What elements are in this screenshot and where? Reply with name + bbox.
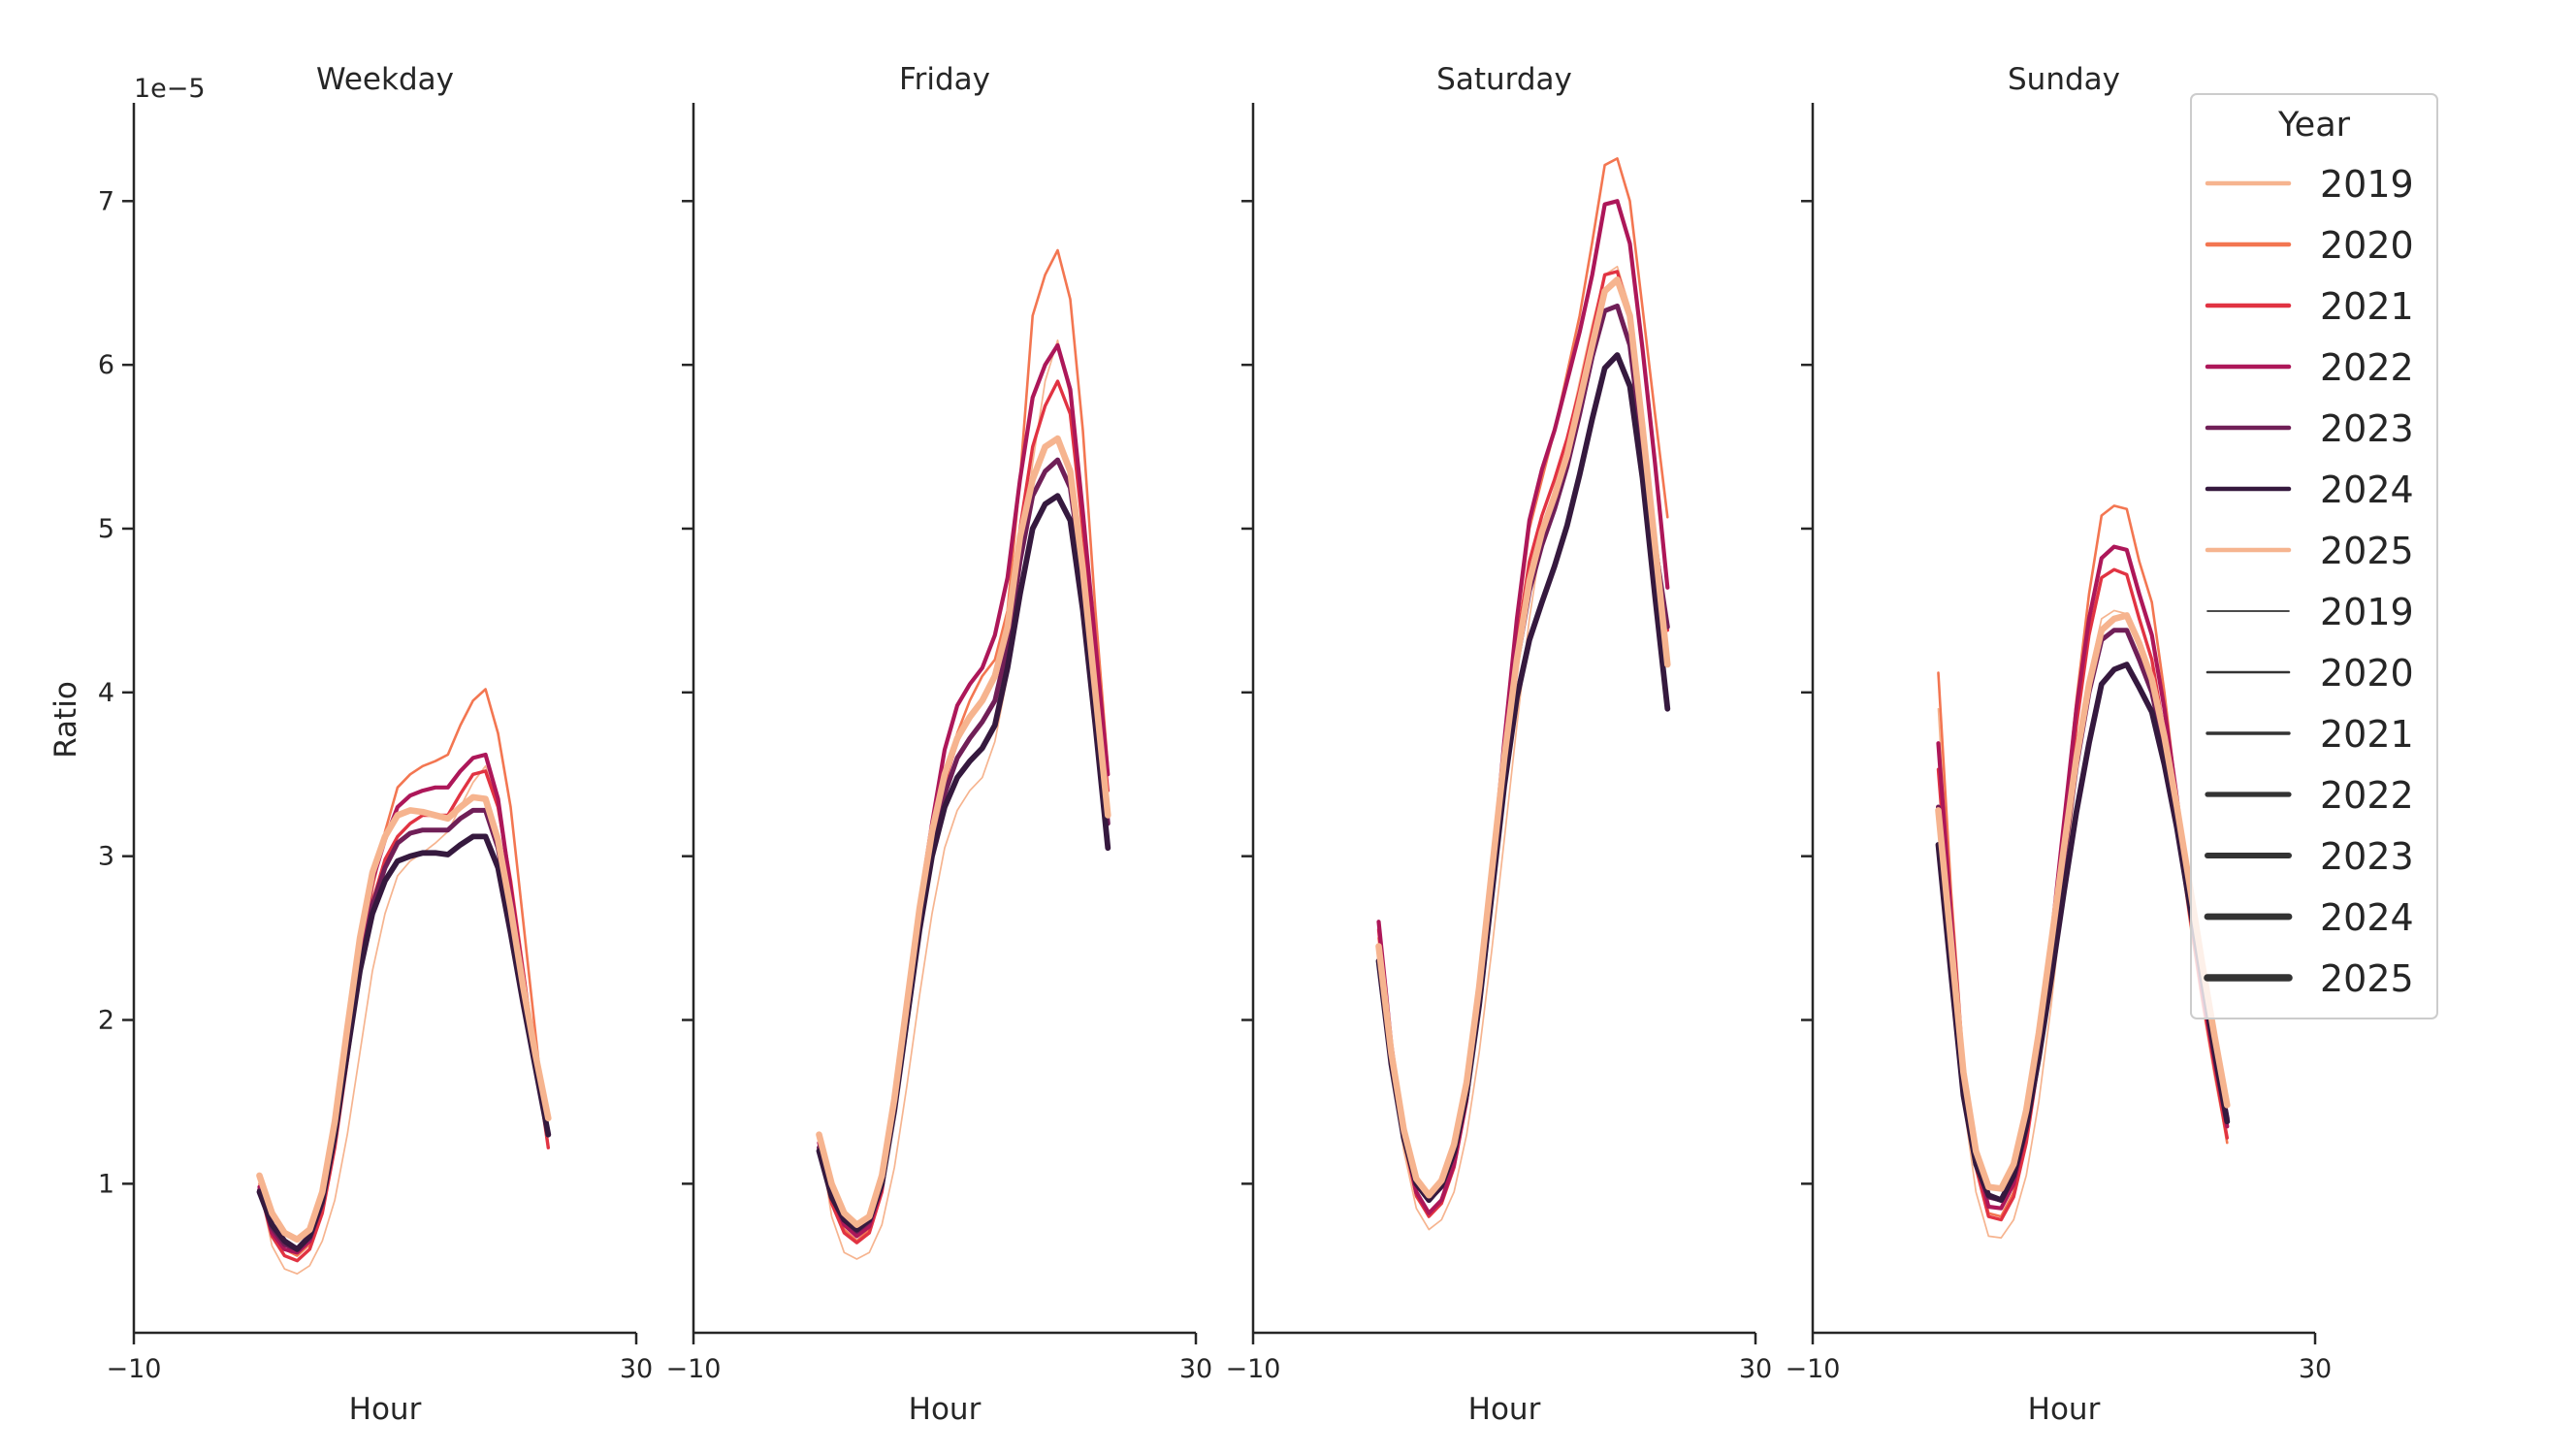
y-tick-label: 4 — [98, 678, 114, 708]
legend-frame — [2190, 93, 2438, 1019]
panel-sunday: Sunday −10 30 Hour — [1786, 62, 2333, 1427]
legend-item-size-2020: 2020 — [2206, 652, 2414, 695]
series-line-2024 — [1375, 352, 1671, 1204]
x-tick-label: 30 — [620, 1354, 653, 1384]
legend-label: 2019 — [2320, 163, 2414, 206]
legend-item-size-2023: 2023 — [2205, 835, 2414, 878]
y-tick-label: 3 — [98, 842, 114, 872]
legend-items: 2019 2020 2021 2022 2023 2024 2025 2019 2020 2021… — [2204, 163, 2414, 1000]
y-offset-text: 1e−5 — [134, 74, 206, 104]
x-tick-label: −10 — [1226, 1354, 1281, 1384]
series-line-2024 — [256, 833, 552, 1252]
y-tick-label: 7 — [98, 186, 114, 216]
legend-label: 2022 — [2320, 774, 2414, 817]
x-axis-label: Hour — [1468, 1392, 1541, 1427]
series-line-2022 — [817, 342, 1111, 1239]
y-tick-label: 6 — [98, 350, 114, 380]
legend-item-color-2025: 2025 — [2205, 530, 2414, 572]
legend-item-color-2021: 2021 — [2205, 285, 2414, 328]
legend-item-color-2022: 2022 — [2205, 346, 2414, 389]
legend-label: 2024 — [2320, 469, 2414, 511]
legend-item-size-2021: 2021 — [2206, 713, 2414, 756]
series-line-2021 — [1376, 270, 1669, 1218]
legend-label: 2023 — [2320, 835, 2414, 878]
legend-title: Year — [2277, 106, 2351, 145]
panel-saturday: Saturday −10 30 Hour — [1226, 62, 1773, 1427]
x-tick-label: 30 — [1739, 1354, 1772, 1384]
legend-label: 2025 — [2320, 530, 2414, 572]
legend: Year 2019 2020 2021 2022 2023 2024 2025 2019 202… — [2190, 93, 2438, 1019]
legend-item-color-2023: 2023 — [2205, 407, 2414, 450]
legend-label: 2020 — [2320, 224, 2414, 267]
legend-item-color-2020: 2020 — [2205, 224, 2414, 267]
series-line-2023 — [1376, 303, 1670, 1203]
legend-label: 2021 — [2320, 285, 2414, 328]
series-line-2019 — [1377, 265, 1669, 1231]
legend-label: 2021 — [2320, 713, 2414, 756]
x-tick-label: 30 — [2299, 1354, 2332, 1384]
legend-item-color-2019: 2019 — [2205, 163, 2414, 206]
legend-label: 2019 — [2320, 591, 2414, 633]
panel-title: Weekday — [316, 62, 454, 97]
legend-label: 2024 — [2320, 896, 2414, 939]
x-tick-label: 30 — [1179, 1354, 1212, 1384]
legend-item-size-2024: 2024 — [2204, 896, 2414, 939]
panel-title: Saturday — [1436, 62, 1572, 97]
legend-item-size-2022: 2022 — [2205, 774, 2414, 817]
x-axis-label: Hour — [909, 1392, 982, 1427]
series-line-2025 — [1375, 276, 1671, 1199]
legend-label: 2022 — [2320, 346, 2414, 389]
panel-weekday: Weekday 1 2 3 4 5 6 7 −10 30 Hour — [98, 62, 653, 1427]
series-line-2022 — [1376, 199, 1670, 1215]
x-tick-label: −10 — [107, 1354, 162, 1384]
series-line-2020 — [1377, 157, 1669, 1218]
legend-label: 2025 — [2320, 957, 2414, 1000]
series-line-2024 — [1935, 662, 2231, 1204]
legend-label: 2023 — [2320, 407, 2414, 450]
y-axis-label: Ratio — [48, 681, 83, 759]
legend-item-color-2024: 2024 — [2205, 469, 2414, 511]
x-tick-label: −10 — [1786, 1354, 1841, 1384]
series-line-2024 — [816, 493, 1111, 1233]
series-line-2025 — [816, 435, 1111, 1228]
y-tick-label: 1 — [98, 1169, 114, 1199]
y-tick-label: 2 — [98, 1006, 114, 1036]
x-axis-label: Hour — [2028, 1392, 2101, 1427]
series-line-2020 — [818, 248, 1110, 1243]
x-tick-label: −10 — [666, 1354, 722, 1384]
series-line-2020 — [258, 688, 550, 1257]
series-line-2025 — [256, 793, 552, 1244]
y-tick-label: 5 — [98, 514, 114, 544]
series-line-2025 — [1935, 612, 2231, 1192]
legend-item-size-2025: 2025 — [2204, 957, 2414, 1000]
panel-friday: Friday −10 30 Hour — [666, 62, 1213, 1427]
x-axis-label: Hour — [349, 1392, 422, 1427]
panel-title: Friday — [899, 62, 990, 97]
series-line-2023 — [817, 457, 1111, 1234]
legend-item-size-2019: 2019 — [2206, 591, 2414, 633]
panel-title: Sunday — [2008, 62, 2120, 97]
legend-label: 2020 — [2320, 652, 2414, 695]
